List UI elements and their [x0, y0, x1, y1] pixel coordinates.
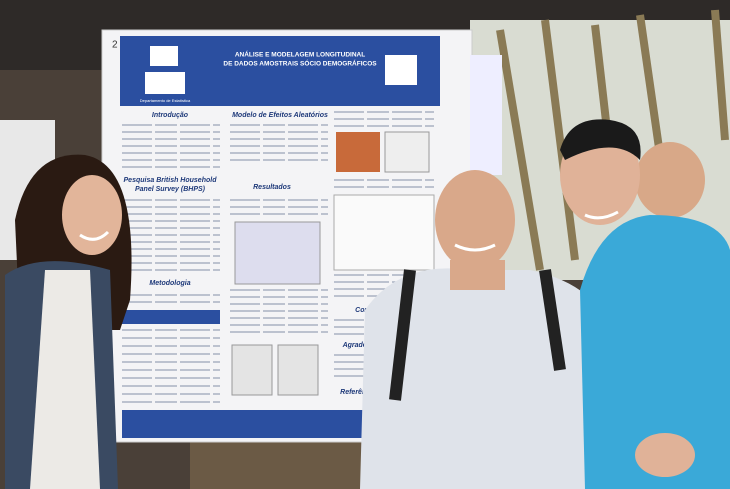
- person-right: [560, 119, 730, 489]
- highlight-box: [122, 310, 220, 324]
- section-heading: Metodologia: [149, 280, 190, 287]
- figure: [231, 344, 273, 396]
- poster-number: 2: [112, 40, 118, 51]
- figure: [384, 131, 430, 173]
- logo: [385, 55, 417, 85]
- section-heading: Referências: [340, 389, 380, 396]
- figure: [336, 132, 380, 172]
- table: [333, 194, 435, 271]
- logo: [150, 46, 178, 66]
- section-heading: Modelo de Efeitos Aleatórios: [232, 112, 328, 119]
- floor: [190, 440, 370, 489]
- person-left: [5, 154, 132, 489]
- department: Departamento de Estatística: [140, 98, 191, 103]
- section-heading: Pesquisa British Household: [124, 177, 218, 184]
- poster-title: ANÁLISE E MODELAGEM LONGITUDINAL: [235, 50, 365, 59]
- figure: [277, 344, 319, 396]
- poster-title: DE DADOS AMOSTRAIS SÓCIO DEMOGRÁFICOS: [223, 59, 377, 68]
- section-heading: Panel Survey (BHPS): [135, 186, 206, 193]
- person-center: [360, 170, 620, 489]
- section-heading: Introdução: [152, 112, 189, 119]
- section-heading: Resultados: [253, 184, 291, 191]
- logo: [145, 72, 185, 94]
- side-poster: [470, 55, 502, 175]
- figure: [234, 221, 321, 285]
